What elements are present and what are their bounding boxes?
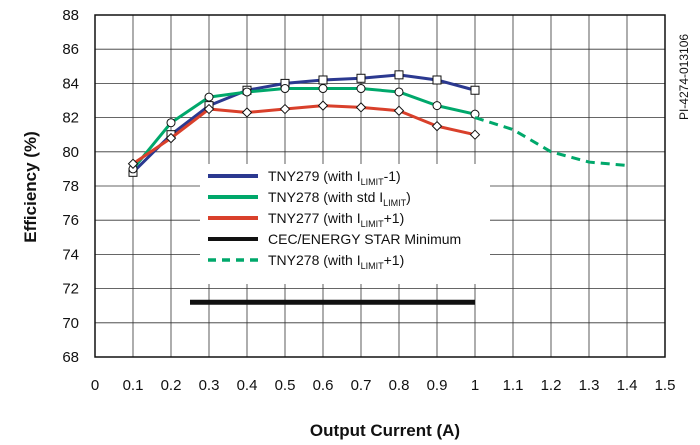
- data-point-circle: [280, 84, 290, 94]
- y-tick-label: 88: [62, 7, 79, 24]
- data-point-square: [432, 75, 442, 85]
- y-axis-title: Efficiency (%): [21, 131, 40, 242]
- plot-frame: [94, 14, 666, 358]
- series-line: [131, 87, 476, 170]
- data-point-diamond: [431, 120, 443, 132]
- y-tick-label: 84: [62, 75, 79, 92]
- document-id-label: PI-4274-013106: [677, 34, 691, 120]
- legend-box: [200, 164, 490, 284]
- legend-label: TNY279 (with ILIMIT-1): [268, 168, 401, 187]
- tick-labels: 0 0.1 0.2 0.3 0.4 0.5 0.6 0.7 0.8 0.9 1 1.1 1.2 1.3 1.…: [62, 7, 675, 394]
- x-tick-label: 0.7: [351, 377, 372, 394]
- x-tick-label: 0.8: [389, 377, 410, 394]
- data-point-square: [356, 73, 366, 83]
- data-point-circle: [204, 92, 214, 102]
- x-tick-label: 0.9: [427, 377, 448, 394]
- data-point-circle: [432, 101, 442, 111]
- y-tick-label: 82: [62, 110, 79, 127]
- data-point-diamond: [203, 103, 215, 115]
- series-2: [128, 84, 480, 174]
- x-tick-label: 1.5: [655, 377, 676, 394]
- x-tick-label: 1.4: [617, 377, 638, 394]
- legend-label: TNY278 (with ILIMIT+1): [268, 252, 404, 271]
- series-3: [127, 100, 481, 169]
- data-point-circle: [318, 84, 328, 94]
- y-tick-label: 86: [62, 41, 79, 58]
- legend-label: TNY278 (with std ILIMIT): [268, 189, 411, 208]
- series-1: [128, 70, 480, 177]
- y-tick-label: 76: [62, 212, 79, 229]
- data-point-circle: [242, 87, 252, 97]
- series-layer: [127, 70, 628, 305]
- series-line: [131, 73, 476, 174]
- series-5: [474, 116, 628, 167]
- data-point-circle: [356, 84, 366, 94]
- data-point-diamond: [127, 158, 139, 169]
- series-line: [132, 104, 476, 166]
- data-point-circle: [166, 118, 176, 128]
- y-tick-label: 70: [62, 315, 79, 332]
- series-line: [474, 116, 628, 167]
- x-tick-label: 1: [471, 377, 479, 394]
- x-tick-label: 0: [91, 377, 99, 394]
- legend-label: TNY277 (with ILIMIT+1): [268, 210, 404, 229]
- data-point-diamond: [469, 129, 481, 140]
- x-axis-title: Output Current (A): [310, 421, 460, 440]
- data-point-square: [470, 85, 480, 95]
- data-point-diamond: [393, 105, 405, 116]
- data-point-square: [394, 70, 404, 80]
- x-tick-label: 1.3: [579, 377, 600, 394]
- x-tick-label: 1.1: [503, 377, 524, 394]
- data-point-diamond: [317, 100, 329, 111]
- data-point-square: [318, 75, 328, 85]
- x-tick-label: 1.2: [541, 377, 562, 394]
- data-point-circle: [394, 87, 404, 97]
- data-point-diamond: [279, 103, 291, 115]
- legend-label: CEC/ENERGY STAR Minimum: [268, 231, 461, 247]
- data-point-diamond: [241, 107, 253, 118]
- x-tick-label: 0.4: [237, 377, 258, 394]
- x-tick-label: 0.5: [275, 377, 296, 394]
- y-tick-label: 68: [62, 349, 79, 366]
- x-tick-label: 0.3: [199, 377, 220, 394]
- data-point-diamond: [355, 102, 367, 113]
- x-tick-label: 0.2: [161, 377, 182, 394]
- x-tick-label: 0.6: [313, 377, 334, 394]
- y-tick-label: 74: [62, 246, 79, 263]
- y-tick-label: 78: [62, 178, 79, 195]
- legend: TNY279 (with ILIMIT-1) TNY278 (with std I…: [200, 164, 490, 284]
- x-tick-label: 0.1: [123, 377, 144, 394]
- data-point-diamond: [165, 132, 177, 144]
- y-tick-label: 72: [62, 281, 79, 298]
- y-tick-label: 80: [62, 144, 79, 161]
